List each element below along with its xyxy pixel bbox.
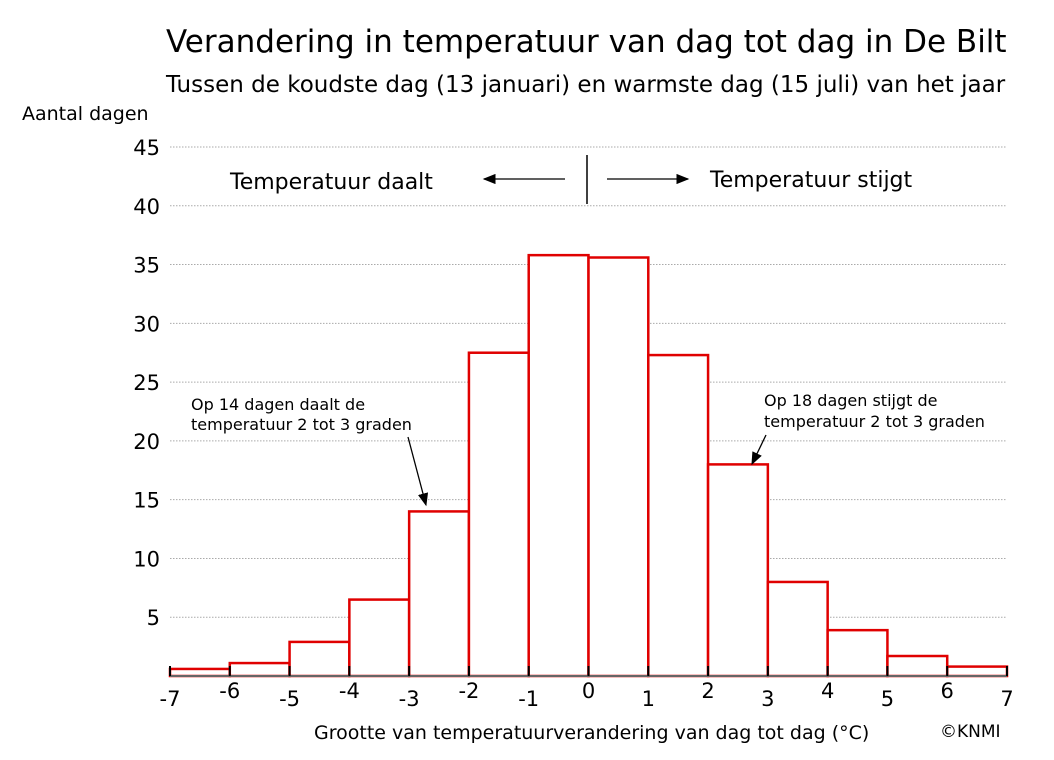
histogram-bar	[945, 665, 1009, 678]
histogram-bar	[647, 353, 710, 678]
x-tick-label: 7	[1000, 687, 1013, 711]
x-tick-label: -2	[458, 679, 479, 703]
x-tick-label: -7	[160, 687, 181, 711]
y-tick-label: 40	[133, 195, 160, 219]
y-tick-label: 20	[133, 430, 160, 454]
y-tick-label: 5	[147, 606, 160, 630]
x-tick-label: 1	[642, 687, 655, 711]
annotation-left-line1: Op 14 dagen daalt de	[191, 395, 365, 414]
y-axis-label: Aantal dagen	[22, 103, 149, 125]
annotation-right-line2: temperatuur 2 tot 3 graden	[764, 412, 985, 431]
x-tick-label: -5	[279, 687, 300, 711]
histogram-bar	[168, 667, 232, 678]
histogram-bar	[228, 661, 291, 678]
direction-label-left: Temperatuur daalt	[229, 170, 433, 195]
x-tick-label: 5	[881, 687, 894, 711]
direction-label-right: Temperatuur stijgt	[709, 168, 913, 193]
x-tick-label: -6	[219, 679, 240, 703]
chart-subtitle: Tussen de koudste dag (13 januari) en wa…	[166, 72, 1006, 98]
x-tick-label: -3	[399, 687, 420, 711]
credit: ©KNMI	[940, 722, 1001, 742]
annotation-left-arrow	[407, 436, 429, 507]
histogram-bar	[527, 253, 590, 678]
histogram-bar	[467, 351, 530, 678]
x-axis-label: Grootte van temperatuurverandering van d…	[314, 722, 870, 744]
x-tick-label: 6	[941, 679, 954, 703]
histogram-bar	[766, 580, 829, 678]
histogram-bar	[407, 510, 471, 678]
histogram-bar	[826, 628, 889, 678]
annotation-right-arrow	[751, 434, 767, 466]
x-tick-label: 3	[761, 687, 774, 711]
x-tick-label: -4	[339, 679, 360, 703]
x-tick-label: 4	[821, 679, 834, 703]
histogram-bar	[886, 654, 949, 678]
y-tick-label: 45	[133, 136, 160, 160]
histogram-bar	[706, 463, 770, 678]
chart-title: Verandering in temperatuur van dag tot d…	[166, 24, 1007, 60]
y-tick-label: 25	[133, 371, 160, 395]
y-tick-label: 10	[133, 547, 160, 571]
y-tick-label: 30	[133, 312, 160, 336]
histogram-bar	[348, 598, 411, 678]
histogram-bar	[288, 640, 351, 678]
annotation-left-line2: temperatuur 2 tot 3 graden	[191, 415, 412, 434]
x-tick-label: 0	[582, 679, 595, 703]
y-tick-label: 15	[133, 489, 160, 513]
y-tick-label: 35	[133, 254, 160, 278]
annotation-right-line1: Op 18 dagen stijgt de	[764, 391, 937, 410]
histogram-bar	[587, 256, 650, 678]
x-tick-label: -1	[518, 687, 539, 711]
x-tick-label: 2	[701, 679, 714, 703]
